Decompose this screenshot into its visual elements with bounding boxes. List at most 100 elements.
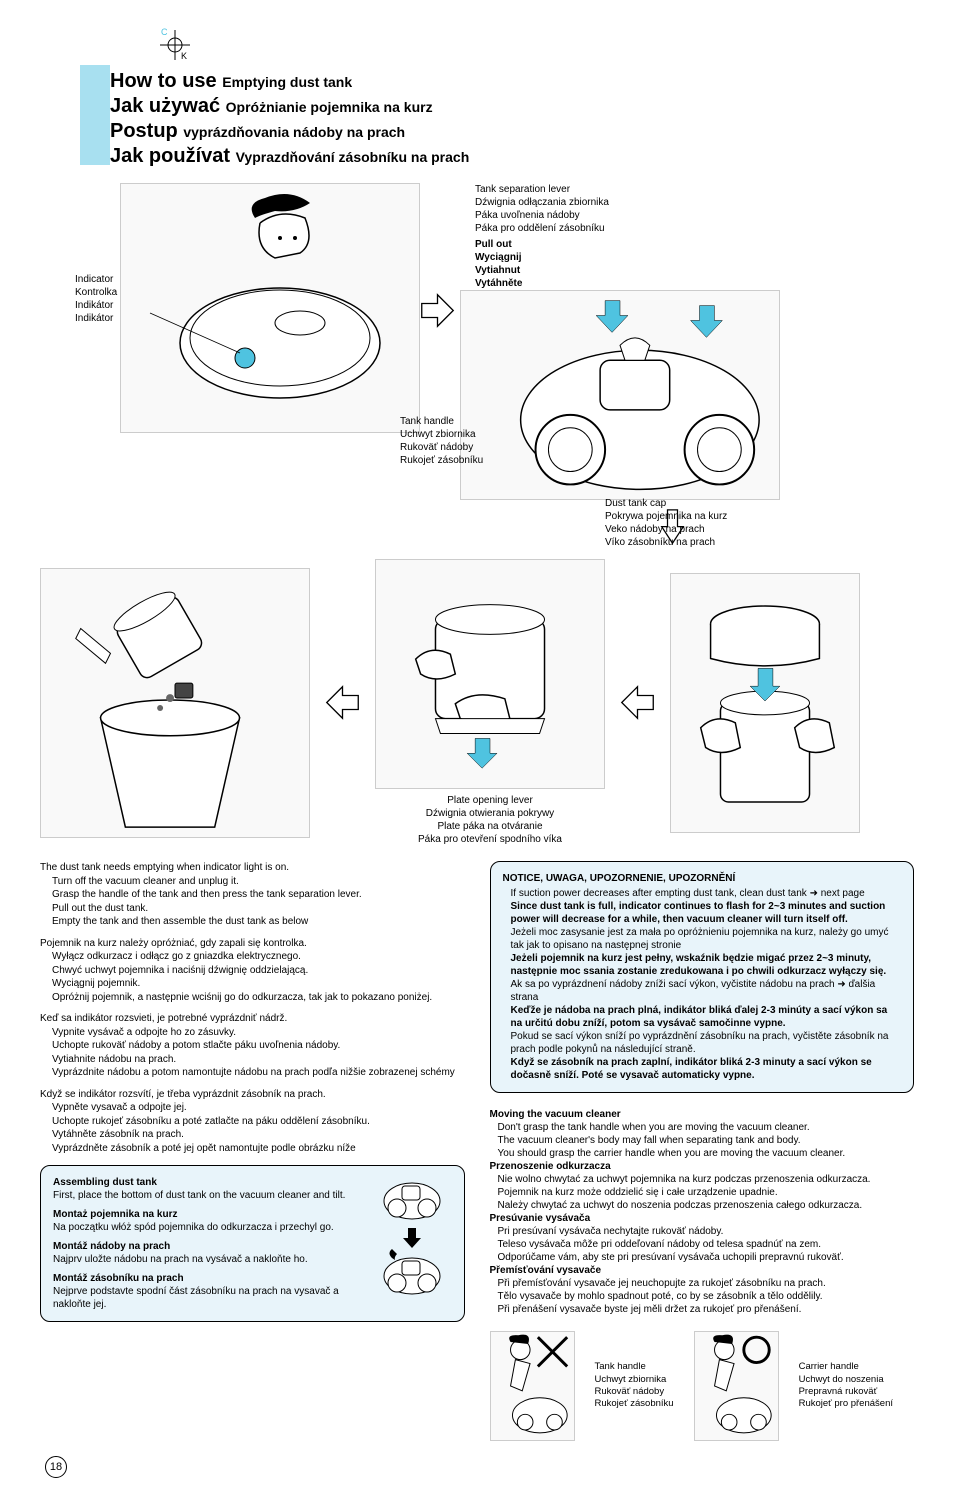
label: Indikátor xyxy=(75,312,117,325)
title-cz: Jak používat Vyprazdňování zásobníku na … xyxy=(110,145,914,168)
pullout-labels: Pull out Wyciągnij Vytiahnut Vytáhněte xyxy=(475,238,914,290)
separation-labels: Tank separation lever Dźwignia odłączani… xyxy=(475,183,914,235)
moving-line: Pojemnik na kurz może oddzielić się i ca… xyxy=(498,1186,915,1199)
instruction-lead: The dust tank needs emptying when indica… xyxy=(40,861,465,875)
label: Tank handle xyxy=(595,1361,674,1373)
title-main: How to use xyxy=(110,70,217,92)
title-sub: vyprázdňovania nádoby na prach xyxy=(183,124,405,140)
page-number: 18 xyxy=(45,1456,914,1478)
illustration-vacuum xyxy=(460,290,780,500)
assembling-box: Assembling dust tankFirst, place the bot… xyxy=(40,1165,465,1322)
notice-item: Ak sa po vyprázdnení nádoby zníži sací v… xyxy=(511,978,902,1004)
moving-title: Přemísťování vysavače xyxy=(490,1264,915,1277)
arrow-left-icon xyxy=(620,685,655,720)
label: Dźwignia otwierania pokrywy xyxy=(375,807,605,820)
title-sub: Emptying dust tank xyxy=(222,74,352,90)
label: Dźwignia odłączania zbiornika xyxy=(475,196,914,209)
svg-text:K: K xyxy=(181,51,187,61)
illustration-cap xyxy=(670,573,860,833)
instruction-block: Pojemnik na kurz należy opróżniać, gdy z… xyxy=(40,937,465,1005)
instruction-sub: Wyciągnij pojemnik. xyxy=(52,977,465,991)
next-arrow-icon: ➜ xyxy=(837,978,845,991)
assembling-text: Na początku włóż spód pojemnika do odkur… xyxy=(53,1221,369,1234)
instruction-sub: Vytiahnite nádobu na prach. xyxy=(52,1053,465,1067)
illustration-plate xyxy=(375,559,605,789)
label: Pokrywa pojemnika na kurz xyxy=(605,510,727,523)
label: Indicator xyxy=(75,273,117,286)
moving-line: Pri presúvaní vysávača nechytajte rukovä… xyxy=(498,1225,915,1238)
illustration-indicator xyxy=(120,183,420,433)
title-en: How to use Emptying dust tank xyxy=(110,70,914,93)
label: Prepravná rukoväť xyxy=(799,1386,893,1398)
title-sk: Postup vyprázdňovania nádoby na prach xyxy=(110,120,914,143)
tank-handle-labels: Tank handle Uchwyt zbiornika Rukoväť nád… xyxy=(595,1361,674,1410)
instruction-lead: Pojemnik na kurz należy opróżniać, gdy z… xyxy=(40,937,465,951)
assembling-title: Montáž nádoby na prach xyxy=(53,1240,369,1253)
dustcap-labels: Dust tank cap Pokrywa pojemnika na kurz … xyxy=(605,497,727,549)
cyan-accent xyxy=(80,65,110,165)
instruction-block: Keď sa indikátor rozsvieti, je potrebné … xyxy=(40,1012,465,1080)
label: Páka uvoľnenia nádoby xyxy=(475,209,914,222)
label: Vytiahnut xyxy=(475,264,914,277)
notice-item: If suction power decreases after empting… xyxy=(511,887,902,900)
notice-item: Jeżeli pojemnik na kurz jest pełny, wska… xyxy=(511,952,902,978)
diagram-row-1: Indicator Kontrolka Indikátor Indikátor xyxy=(40,183,914,549)
instruction-block: Když se indikátor rozsvítí, je třeba vyp… xyxy=(40,1088,465,1156)
assembling-text: Najprv uložte nádobu na prach na vysávač… xyxy=(53,1253,369,1266)
carrier-handle-labels: Carrier handle Uchwyt do noszenia Prepra… xyxy=(799,1361,893,1410)
notice-item: Keďže je nádoba na prach plná, indikátor… xyxy=(511,1004,902,1030)
illustration-wrong-handle xyxy=(490,1331,575,1441)
label: Uchwyt zbiornika xyxy=(595,1374,674,1386)
notice-item: Když se zásobník na prach zaplní, indiká… xyxy=(511,1056,902,1082)
moving-line: Při přemísťování vysavače jej neuchopujt… xyxy=(498,1277,915,1290)
label: Páka pro otevření spodního víka xyxy=(375,833,605,846)
title-main: Postup xyxy=(110,120,178,142)
label: Páka pro oddělení zásobníku xyxy=(475,222,914,235)
handle-section: Tank handle Uchwyt zbiornika Rukoväť nád… xyxy=(490,1331,915,1441)
label: Uchwyt do noszenia xyxy=(799,1374,893,1386)
title-pl: Jak używać Opróżnianie pojemnika na kurz xyxy=(110,95,914,118)
moving-title: Przenoszenie odkurzacza xyxy=(490,1160,915,1173)
moving-line: Teleso vysávača môže pri oddeľovaní nádo… xyxy=(498,1238,915,1251)
instruction-sub: Vypněte vysavač a odpojte jej. xyxy=(52,1101,465,1115)
title-sub: Vyprazdňování zásobníku na prach xyxy=(236,149,470,165)
next-arrow-icon: ➜ xyxy=(810,887,818,900)
assembling-illustration xyxy=(377,1176,452,1311)
instruction-sub: Vyprázdnite nádobu a potom namontujte ná… xyxy=(52,1066,465,1080)
svg-text:C: C xyxy=(161,27,168,37)
registration-mark: C K xyxy=(155,25,195,68)
label: Víko zásobníku na prach xyxy=(605,536,727,549)
instruction-sub: Vypnite vysávač a odpojte ho zo zásuvky. xyxy=(52,1026,465,1040)
label: Kontrolka xyxy=(75,286,117,299)
instruction-sub: Wyłącz odkurzacz i odłącz go z gniazdka … xyxy=(52,950,465,964)
title-block: How to use Emptying dust tank Jak używać… xyxy=(110,70,914,168)
instruction-sub: Vyprázdněte zásobník a poté jej opět nam… xyxy=(52,1142,465,1156)
moving-title: Presúvanie vysávača xyxy=(490,1212,915,1225)
illustration-right-handle xyxy=(694,1331,779,1441)
moving-title: Moving the vacuum cleaner xyxy=(490,1108,915,1121)
moving-line: Tělo vysavače by mohlo spadnout poté, co… xyxy=(498,1290,915,1303)
instruction-sub: Turn off the vacuum cleaner and unplug i… xyxy=(52,875,465,889)
label: Veko nádoby na prach xyxy=(605,523,727,536)
label: Rukojeť zásobníku xyxy=(595,1398,674,1410)
title-main: Jak používat xyxy=(110,145,230,167)
instruction-sub: Empty the tank and then assemble the dus… xyxy=(52,915,465,929)
assembling-text: Nejprve podstavte spodní část zásobníku … xyxy=(53,1285,369,1311)
assembling-title: Montaż pojemnika na kurz xyxy=(53,1208,369,1221)
diagram-row-2: Plate opening lever Dźwignia otwierania … xyxy=(40,559,914,846)
label: Pull out xyxy=(475,238,914,251)
instruction-sub: Uchopte rukoväť nádoby a potom stlačte p… xyxy=(52,1039,465,1053)
instruction-sub: Opróżnij pojemnik, a następnie wciśnij g… xyxy=(52,991,465,1005)
moving-line: Při přenášení vysavače byste jej měli dr… xyxy=(498,1303,915,1316)
notice-item: Pokud se sací výkon sníží po vyprázdnění… xyxy=(511,1030,902,1056)
indicator-labels: Indicator Kontrolka Indikátor Indikátor xyxy=(75,273,117,325)
moving-line: Należy chwytać za uchwyt do noszenia pod… xyxy=(498,1199,915,1212)
assembling-title: Assembling dust tank xyxy=(53,1176,369,1189)
arrow-right-icon xyxy=(420,293,455,328)
label: Plate opening lever xyxy=(375,794,605,807)
moving-line: You should grasp the carrier handle when… xyxy=(498,1147,915,1160)
moving-line: The vacuum cleaner's body may fall when … xyxy=(498,1134,915,1147)
instruction-sub: Uchopte rukojeť zásobníku a poté zatlačt… xyxy=(52,1115,465,1129)
plate-labels: Plate opening lever Dźwignia otwierania … xyxy=(375,794,605,846)
notice-box: NOTICE, UWAGA, UPOZORNENIE, UPOZORNĚNÍ I… xyxy=(490,861,915,1093)
